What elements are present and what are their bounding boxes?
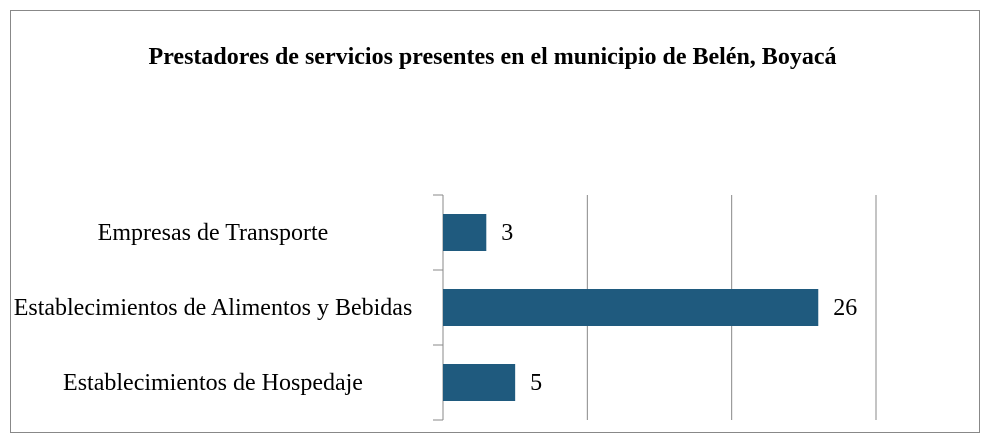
y-tick-label: Establecimientos de Alimentos y Bebidas	[13, 294, 413, 321]
data-label: 3	[501, 220, 513, 246]
y-tick-label: Establecimientos de Hospedaje	[63, 369, 363, 396]
bar	[443, 289, 819, 326]
bar	[443, 214, 487, 251]
data-label: 5	[530, 370, 542, 396]
bar	[443, 364, 516, 401]
chart-frame	[10, 10, 980, 433]
data-label: 26	[833, 295, 857, 321]
chart-title: Prestadores de servicios presentes en el…	[148, 44, 837, 70]
y-tick-label: Empresas de Transporte	[97, 219, 329, 246]
